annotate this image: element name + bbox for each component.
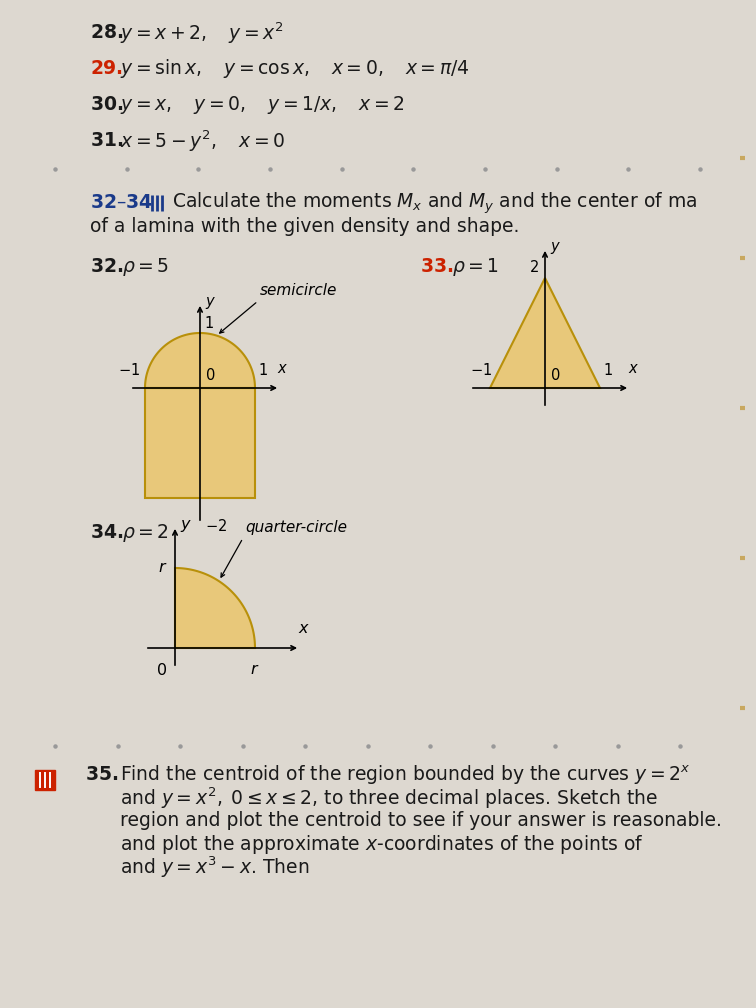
Text: and plot the approximate $x$-coordinates of the points of: and plot the approximate $x$-coordinates… (120, 833, 644, 856)
Text: Find the centroid of the region bounded by the curves $y = 2^x$: Find the centroid of the region bounded … (120, 763, 691, 786)
Text: $\mathbf{35.}$: $\mathbf{35.}$ (85, 765, 118, 784)
Text: $\mathbf{33.}$: $\mathbf{33.}$ (420, 257, 453, 276)
Text: $x$: $x$ (298, 621, 310, 636)
Text: region and plot the centroid to see if your answer is reasonable.: region and plot the centroid to see if y… (120, 811, 722, 831)
Text: $\rho = 5$: $\rho = 5$ (122, 256, 169, 278)
Polygon shape (490, 278, 600, 388)
Text: and $y = x^2, \; 0 \leq x \leq 2$, to three decimal places. Sketch the: and $y = x^2, \; 0 \leq x \leq 2$, to th… (120, 785, 658, 810)
Text: $-1$: $-1$ (470, 362, 492, 378)
Text: semicircle: semicircle (260, 283, 337, 298)
Text: $y = x + 2, \quad y = x^2$: $y = x + 2, \quad y = x^2$ (120, 20, 284, 45)
Text: $-2$: $-2$ (205, 518, 227, 534)
Text: $\mathbf{32}$$\mathbf{–34}$: $\mathbf{32}$$\mathbf{–34}$ (90, 194, 153, 213)
Text: $y$: $y$ (205, 295, 216, 311)
Text: $\mathbf{29.}$: $\mathbf{29.}$ (90, 59, 122, 79)
Text: of a lamina with the given density and shape.: of a lamina with the given density and s… (90, 218, 519, 237)
Text: $\mathbf{32.}$: $\mathbf{32.}$ (90, 257, 123, 276)
Text: $y$: $y$ (180, 518, 192, 534)
Text: $x = 5 - y^2, \quad x = 0$: $x = 5 - y^2, \quad x = 0$ (120, 128, 285, 154)
Text: $-1$: $-1$ (118, 362, 140, 378)
Text: $2$: $2$ (529, 259, 539, 275)
Polygon shape (175, 568, 255, 648)
Text: $r$: $r$ (250, 662, 260, 677)
Text: $\mathbf{28.}$: $\mathbf{28.}$ (90, 23, 123, 42)
Text: $\mathbf{30.}$: $\mathbf{30.}$ (90, 96, 123, 115)
Text: $\mathbf{34.}$: $\mathbf{34.}$ (90, 523, 123, 542)
Text: $y = x, \quad y = 0, \quad y = 1/x, \quad x = 2$: $y = x, \quad y = 0, \quad y = 1/x, \qua… (120, 94, 405, 116)
Bar (35, 770, 55, 790)
Text: $r$: $r$ (157, 560, 167, 576)
Text: $\rho = 2$: $\rho = 2$ (122, 522, 169, 544)
Text: and $y = x^3 - x$. Then: and $y = x^3 - x$. Then (120, 854, 309, 880)
Text: $\mathbf{31.}$: $\mathbf{31.}$ (90, 131, 123, 150)
Text: $y = \sin x, \quad y = \cos x, \quad x = 0, \quad x = \pi/4$: $y = \sin x, \quad y = \cos x, \quad x =… (120, 57, 469, 81)
Text: $1$: $1$ (603, 362, 613, 378)
Text: $1$: $1$ (204, 314, 214, 331)
Text: $y$: $y$ (550, 240, 561, 256)
Text: Calculate the moments $M_x$ and $M_y$ and the center of ma: Calculate the moments $M_x$ and $M_y$ an… (172, 191, 697, 216)
Text: $\rho = 1$: $\rho = 1$ (452, 256, 499, 278)
Text: $x$: $x$ (277, 361, 288, 376)
Text: $x$: $x$ (628, 361, 639, 376)
Text: $0$: $0$ (205, 367, 215, 383)
Text: $1$: $1$ (258, 362, 268, 378)
Text: $0$: $0$ (550, 367, 560, 383)
Text: quarter-circle: quarter-circle (245, 520, 347, 535)
Polygon shape (145, 333, 255, 498)
Text: $0$: $0$ (156, 662, 167, 678)
